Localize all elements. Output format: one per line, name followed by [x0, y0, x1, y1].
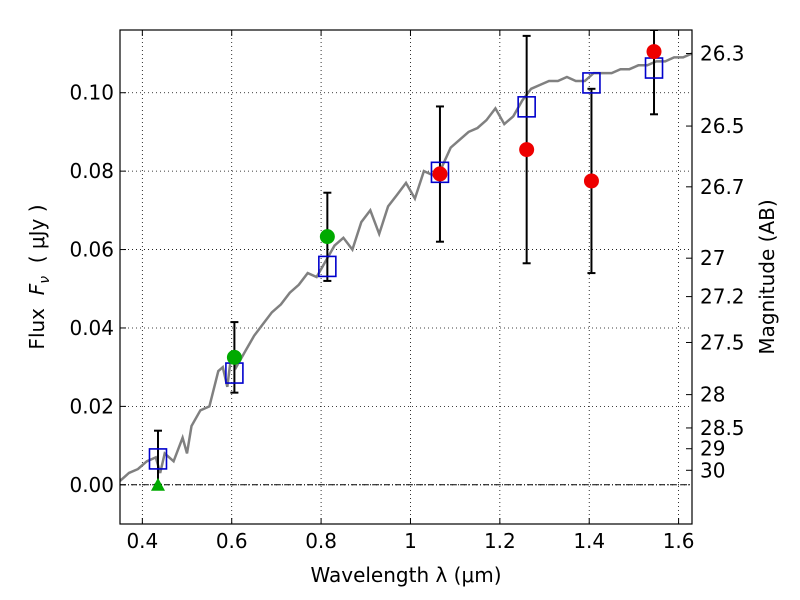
right-tick-label: 27: [700, 246, 725, 270]
right-tick-label: 27.5: [700, 330, 745, 354]
observed-point: [432, 166, 448, 182]
x-axis-label: Wavelength λ (μm): [310, 563, 501, 587]
x-tick-label: 1.2: [484, 529, 516, 553]
observed-point: [519, 142, 535, 158]
model-photometry-square: [148, 448, 168, 470]
plot-background: [120, 30, 692, 524]
right-tick-label: 26.5: [700, 114, 745, 138]
y-label-prefix: Flux: [25, 295, 49, 349]
plot-frame: [119, 29, 693, 525]
y-axis-left-ticks: 0.00 0.02 0.04 0.06 0.08 0.10: [69, 81, 126, 497]
y-axis-left-label: Flux Fν ( μJy ): [25, 204, 53, 349]
y-tick-label: 0.06: [69, 238, 114, 262]
x-tick-label: 1.4: [573, 529, 605, 553]
y-tick-label: 0.10: [69, 81, 114, 105]
x-tick-label: 0.6: [216, 529, 248, 553]
upper-limit-triangle: [150, 477, 165, 491]
sed-model-line: [120, 52, 692, 482]
right-tick-label: 26.3: [700, 42, 745, 66]
y-tick-label: 0.08: [69, 159, 114, 183]
right-tick-label: 27.2: [700, 285, 745, 309]
observed-point: [226, 349, 242, 365]
model-photometry-square: [582, 72, 601, 94]
right-tick-label: 26.7: [700, 175, 745, 199]
right-tick-label: 29: [700, 437, 725, 461]
y-label-subscript: ν: [37, 276, 53, 284]
x-tick-label: 0.4: [126, 529, 158, 553]
right-tick-label: 28: [700, 383, 725, 407]
y-tick-label: 0.04: [69, 316, 114, 340]
y-axis-right-label: Magnitude (AB): [755, 199, 779, 354]
observed-point: [583, 173, 599, 189]
y-label-symbol: F: [25, 283, 49, 295]
x-axis-ticks: 0.4 0.6 0.8 1 1.2 1.4 1.6: [126, 30, 695, 553]
right-tick-label: 28.5: [700, 416, 745, 440]
model-photometry-square: [430, 161, 450, 184]
y-tick-label: 0.00: [69, 473, 114, 497]
x-tick-label: 1: [404, 529, 417, 553]
model-photometry-square: [318, 255, 337, 278]
observed-point: [646, 44, 662, 60]
observed-points: [150, 44, 662, 491]
x-tick-label: 0.8: [305, 529, 337, 553]
x-tick-label: 1.6: [663, 529, 695, 553]
y-tick-label: 0.02: [69, 394, 114, 418]
y-label-suffix: ( μJy ): [25, 204, 49, 276]
right-tick-label: 30: [700, 458, 725, 482]
model-photometry-square: [517, 96, 536, 118]
plot-area: [120, 30, 692, 491]
observed-point: [319, 229, 335, 245]
